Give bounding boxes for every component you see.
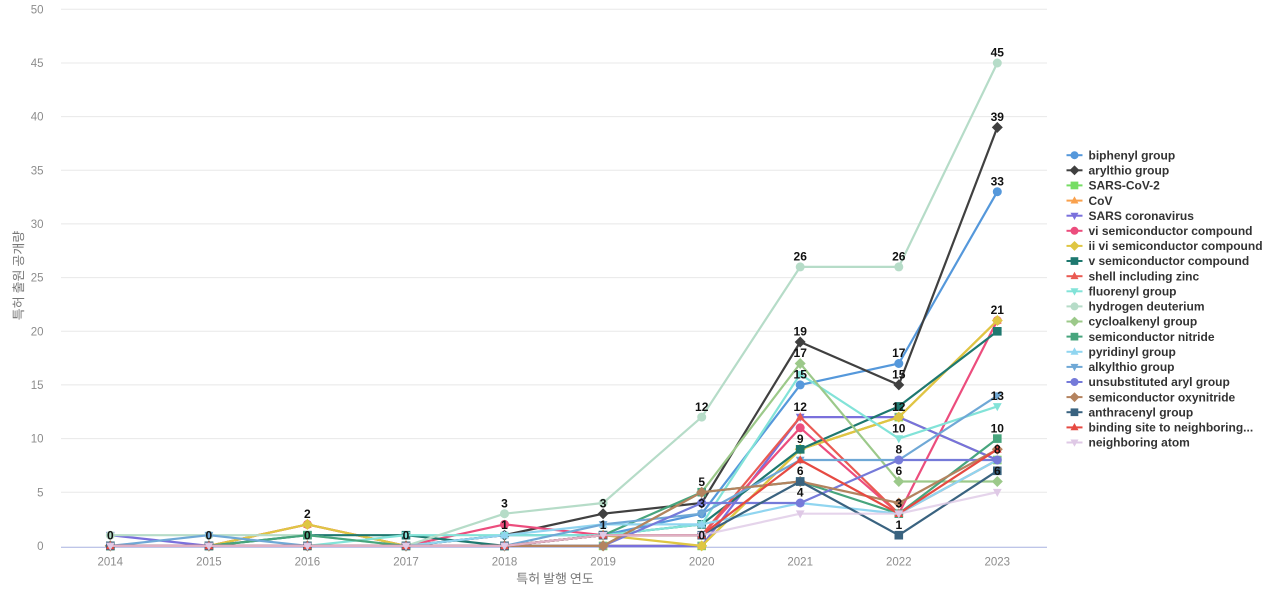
- svg-text:15: 15: [794, 368, 808, 382]
- svg-text:5: 5: [37, 487, 43, 499]
- svg-text:1: 1: [501, 518, 508, 532]
- svg-text:SARS coronavirus: SARS coronavirus: [1089, 209, 1195, 223]
- svg-text:2018: 2018: [492, 557, 518, 569]
- svg-text:0: 0: [206, 529, 213, 543]
- svg-text:20: 20: [31, 326, 44, 338]
- svg-text:2015: 2015: [196, 557, 222, 569]
- svg-text:39: 39: [991, 110, 1005, 124]
- svg-text:40: 40: [31, 112, 44, 124]
- svg-text:33: 33: [991, 174, 1005, 188]
- svg-text:15: 15: [31, 380, 44, 392]
- svg-text:3: 3: [895, 496, 902, 510]
- svg-text:50: 50: [31, 4, 44, 16]
- svg-text:2: 2: [304, 507, 311, 521]
- svg-text:10: 10: [892, 421, 906, 435]
- svg-text:6: 6: [994, 464, 1001, 478]
- svg-text:0: 0: [107, 529, 114, 543]
- svg-text:v semiconductor compound: v semiconductor compound: [1089, 254, 1250, 268]
- svg-text:15: 15: [892, 368, 906, 382]
- svg-text:13: 13: [991, 389, 1005, 403]
- svg-text:17: 17: [794, 346, 808, 360]
- svg-text:unsubstituted aryl group: unsubstituted aryl group: [1089, 375, 1230, 389]
- svg-text:1: 1: [600, 518, 607, 532]
- svg-text:25: 25: [31, 273, 44, 285]
- svg-text:SARS-CoV-2: SARS-CoV-2: [1089, 179, 1161, 193]
- svg-text:12: 12: [794, 400, 808, 414]
- svg-text:6: 6: [895, 464, 902, 478]
- svg-text:biphenyl group: biphenyl group: [1089, 148, 1176, 162]
- svg-text:pyridinyl group: pyridinyl group: [1089, 345, 1176, 359]
- svg-text:21: 21: [991, 303, 1005, 317]
- svg-text:ii vi semiconductor compound: ii vi semiconductor compound: [1089, 239, 1263, 253]
- svg-text:4: 4: [797, 486, 804, 500]
- svg-text:arylthio group: arylthio group: [1089, 164, 1170, 178]
- svg-text:5: 5: [698, 475, 705, 489]
- svg-text:cycloalkenyl group: cycloalkenyl group: [1089, 315, 1198, 329]
- svg-text:30: 30: [31, 219, 44, 231]
- svg-text:8: 8: [994, 443, 1001, 457]
- svg-text:0: 0: [304, 529, 311, 543]
- svg-text:2022: 2022: [886, 557, 912, 569]
- svg-text:45: 45: [991, 46, 1005, 60]
- svg-text:8: 8: [895, 443, 902, 457]
- svg-text:10: 10: [991, 421, 1005, 435]
- svg-text:17: 17: [892, 346, 906, 360]
- svg-text:neighboring atom: neighboring atom: [1089, 436, 1190, 450]
- svg-text:2019: 2019: [590, 557, 616, 569]
- svg-text:anthracenyl group: anthracenyl group: [1089, 405, 1194, 419]
- svg-text:19: 19: [794, 325, 808, 339]
- svg-text:1: 1: [895, 518, 902, 532]
- svg-text:2023: 2023: [985, 557, 1011, 569]
- svg-text:binding site to neighboring...: binding site to neighboring...: [1089, 421, 1254, 435]
- svg-text:vi semiconductor compound: vi semiconductor compound: [1089, 224, 1253, 238]
- svg-text:2016: 2016: [295, 557, 321, 569]
- svg-text:2017: 2017: [393, 557, 419, 569]
- svg-text:2021: 2021: [787, 557, 813, 569]
- svg-text:0: 0: [403, 529, 410, 543]
- svg-text:9: 9: [797, 432, 804, 446]
- svg-text:alkylthio group: alkylthio group: [1089, 360, 1175, 374]
- svg-text:shell including zinc: shell including zinc: [1089, 269, 1200, 283]
- svg-text:semiconductor oxynitride: semiconductor oxynitride: [1089, 390, 1236, 404]
- svg-text:6: 6: [797, 464, 804, 478]
- svg-text:26: 26: [892, 250, 906, 264]
- svg-text:2020: 2020: [689, 557, 715, 569]
- svg-text:CoV: CoV: [1089, 194, 1113, 208]
- svg-text:0: 0: [698, 529, 705, 543]
- svg-text:45: 45: [31, 58, 44, 70]
- svg-text:2014: 2014: [98, 557, 124, 569]
- svg-text:3: 3: [600, 496, 607, 510]
- svg-text:26: 26: [794, 250, 808, 264]
- svg-text:12: 12: [892, 400, 906, 414]
- svg-text:fluorenyl group: fluorenyl group: [1089, 285, 1177, 299]
- svg-text:12: 12: [695, 400, 709, 414]
- svg-text:semiconductor nitride: semiconductor nitride: [1089, 330, 1215, 344]
- svg-text:3: 3: [501, 496, 508, 510]
- svg-text:3: 3: [698, 496, 705, 510]
- svg-text:0: 0: [37, 541, 43, 553]
- svg-text:hydrogen deuterium: hydrogen deuterium: [1089, 300, 1205, 314]
- svg-text:10: 10: [31, 434, 44, 446]
- svg-text:35: 35: [31, 165, 44, 177]
